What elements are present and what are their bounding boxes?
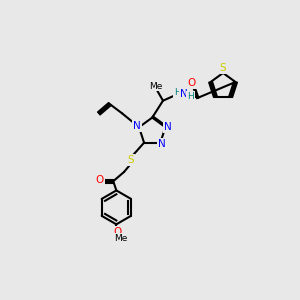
Text: N: N — [133, 122, 141, 131]
Text: H: H — [187, 92, 194, 101]
Text: Me: Me — [149, 82, 163, 91]
Text: S: S — [220, 63, 226, 73]
Text: O: O — [113, 227, 121, 237]
Text: O: O — [95, 176, 104, 185]
Text: Me: Me — [114, 234, 128, 243]
Text: N: N — [158, 139, 166, 149]
Text: H: H — [174, 88, 181, 97]
Text: O: O — [188, 78, 196, 88]
Text: N: N — [164, 122, 172, 132]
Text: N: N — [180, 89, 188, 99]
Text: S: S — [128, 155, 134, 165]
